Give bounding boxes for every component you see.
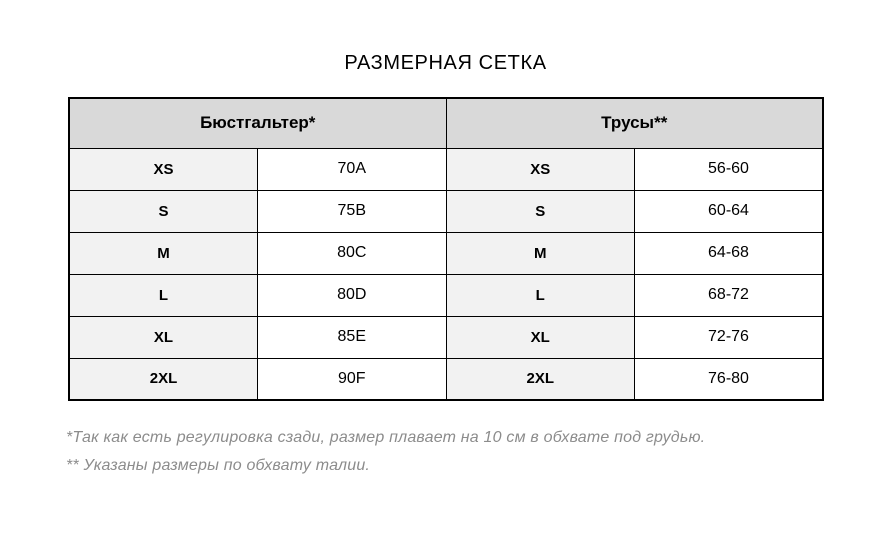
bra-size-value: 75B	[257, 189, 447, 233]
bra-size-value: 90F	[257, 357, 447, 401]
bra-size-label: L	[68, 273, 258, 317]
panty-size-label: L	[445, 273, 635, 317]
table-row: XL 85E XL 72-76	[68, 315, 824, 359]
table-row: XS 70A XS 56-60	[68, 147, 824, 191]
footnote-panties: ** Указаны размеры по обхвату талии.	[66, 457, 371, 474]
bra-size-label: XL	[68, 315, 258, 359]
bra-size-value: 80D	[257, 273, 447, 317]
column-header-bra: Бюстгальтер*	[68, 97, 447, 149]
panty-size-label: XS	[445, 147, 635, 191]
panty-size-value: 56-60	[634, 147, 824, 191]
table-row: L 80D L 68-72	[68, 273, 824, 317]
table-header-row: Бюстгальтер* Трусы**	[68, 97, 824, 149]
bra-size-value: 80C	[257, 231, 447, 275]
size-table: Бюстгальтер* Трусы** XS 70A XS 56-60 S 7…	[68, 97, 824, 401]
bra-size-label: XS	[68, 147, 258, 191]
panty-size-value: 72-76	[634, 315, 824, 359]
panty-size-label: 2XL	[445, 357, 635, 401]
panty-size-label: M	[445, 231, 635, 275]
panty-size-value: 76-80	[634, 357, 824, 401]
table-row: S 75B S 60-64	[68, 189, 824, 233]
table-row: M 80C M 64-68	[68, 231, 824, 275]
column-header-panties: Трусы**	[445, 97, 824, 149]
table-row: 2XL 90F 2XL 76-80	[68, 357, 824, 401]
bra-size-label: 2XL	[68, 357, 258, 401]
bra-size-value: 70A	[257, 147, 447, 191]
page-title: РАЗМЕРНАЯ СЕТКА	[344, 52, 547, 74]
panty-size-value: 60-64	[634, 189, 824, 233]
panty-size-label: S	[445, 189, 635, 233]
bra-size-label: S	[68, 189, 258, 233]
panty-size-label: XL	[445, 315, 635, 359]
bra-size-value: 85E	[257, 315, 447, 359]
footnote-bra: *Так как есть регулировка сзади, размер …	[66, 429, 706, 446]
panty-size-value: 68-72	[634, 273, 824, 317]
bra-size-label: M	[68, 231, 258, 275]
footnotes: *Так как есть регулировка сзади, размер …	[66, 429, 891, 475]
panty-size-value: 64-68	[634, 231, 824, 275]
